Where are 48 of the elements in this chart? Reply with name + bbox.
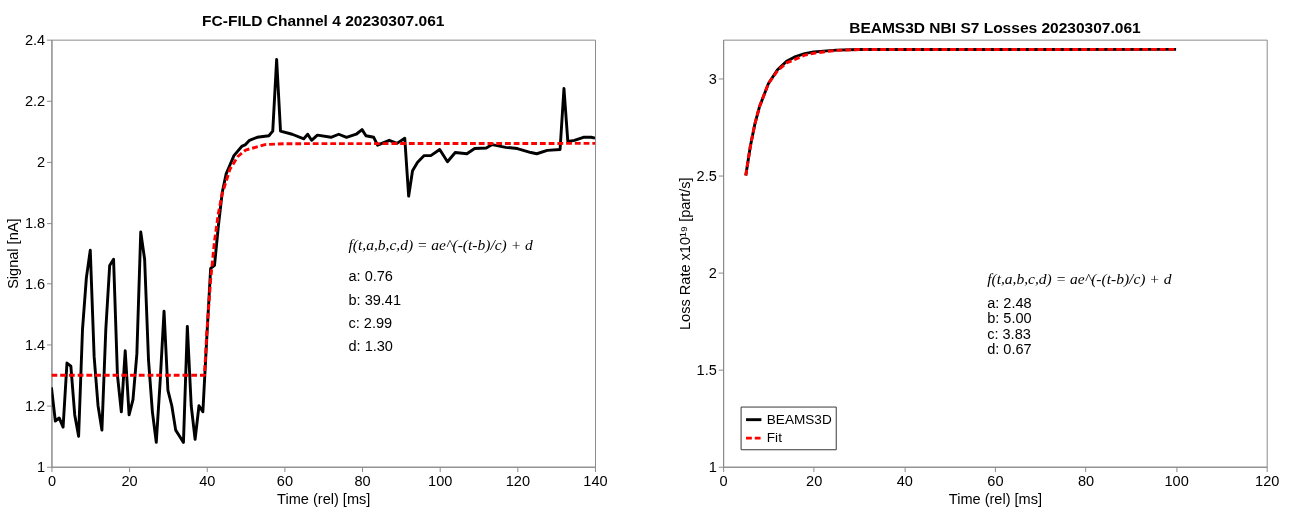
annotation: d: 0.67 — [987, 341, 1032, 358]
x-tick-label: 120 — [1255, 472, 1280, 489]
y-tick-label: 2 — [708, 264, 717, 281]
x-tick-label: 20 — [806, 472, 823, 489]
annotation: f(t,a,b,c,d) = ae^(-(t-b)/c) + d — [348, 236, 534, 255]
x-axis-title: Time (rel) [ms] — [277, 491, 371, 508]
x-tick-label: 80 — [1077, 472, 1095, 489]
x-tick-label: 40 — [896, 472, 913, 489]
annotation: b: 39.41 — [348, 291, 402, 308]
x-tick-label: 140 — [583, 472, 608, 489]
y-axis-title: Signal [nA] — [5, 218, 22, 289]
x-tick-label: 0 — [47, 472, 56, 489]
annotation: a: 0.76 — [348, 268, 393, 285]
legend-label: Fit — [766, 430, 783, 445]
chart-title: BEAMS3D NBI S7 Losses 20230307.061 — [849, 18, 1142, 36]
y-tick-label: 2.2 — [24, 93, 46, 110]
annotation: c: 3.83 — [987, 325, 1031, 342]
y-tick-label: 1.2 — [24, 398, 46, 415]
line-series — [51, 58, 596, 444]
y-tick-label: 1.6 — [24, 276, 46, 293]
annotation: a: 2.48 — [987, 294, 1032, 311]
y-tick-label: 1 — [708, 459, 717, 476]
annotation: b: 5.00 — [987, 310, 1032, 327]
x-tick-label: 0 — [719, 472, 728, 489]
annotation: f(t,a,b,c,d) = ae^(-(t-b)/c) + d — [987, 270, 1172, 289]
y-tick-label: 1.5 — [696, 362, 717, 379]
x-tick-label: 20 — [121, 472, 138, 489]
chart-title: FC-FILD Channel 4 20230307.061 — [202, 12, 445, 30]
legend-label: BEAMS3D — [766, 411, 832, 427]
y-tick-label: 2 — [37, 154, 46, 171]
annotation: c: 2.99 — [348, 314, 393, 331]
y-axis-title: Loss Rate x10¹⁹ [part/s] — [676, 177, 693, 330]
x-tick-label: 60 — [987, 472, 1004, 489]
x-tick-label: 60 — [276, 472, 293, 489]
y-tick-label: 2.4 — [24, 32, 46, 48]
x-tick-label: 100 — [1164, 472, 1189, 489]
y-tick-label: 2.5 — [696, 167, 717, 184]
annotation: d: 1.30 — [348, 338, 393, 355]
y-tick-label: 1 — [37, 459, 46, 476]
line-series — [51, 141, 596, 377]
y-tick-label: 1.4 — [24, 337, 46, 354]
x-tick-label: 100 — [428, 472, 453, 489]
x-axis-title: Time (rel) [ms] — [948, 491, 1043, 508]
x-tick-label: 40 — [199, 472, 216, 489]
x-tick-label: 80 — [354, 472, 371, 489]
x-tick-label: 120 — [505, 472, 530, 489]
y-tick-label: 1.8 — [24, 215, 46, 232]
y-tick-label: 3 — [708, 70, 717, 87]
